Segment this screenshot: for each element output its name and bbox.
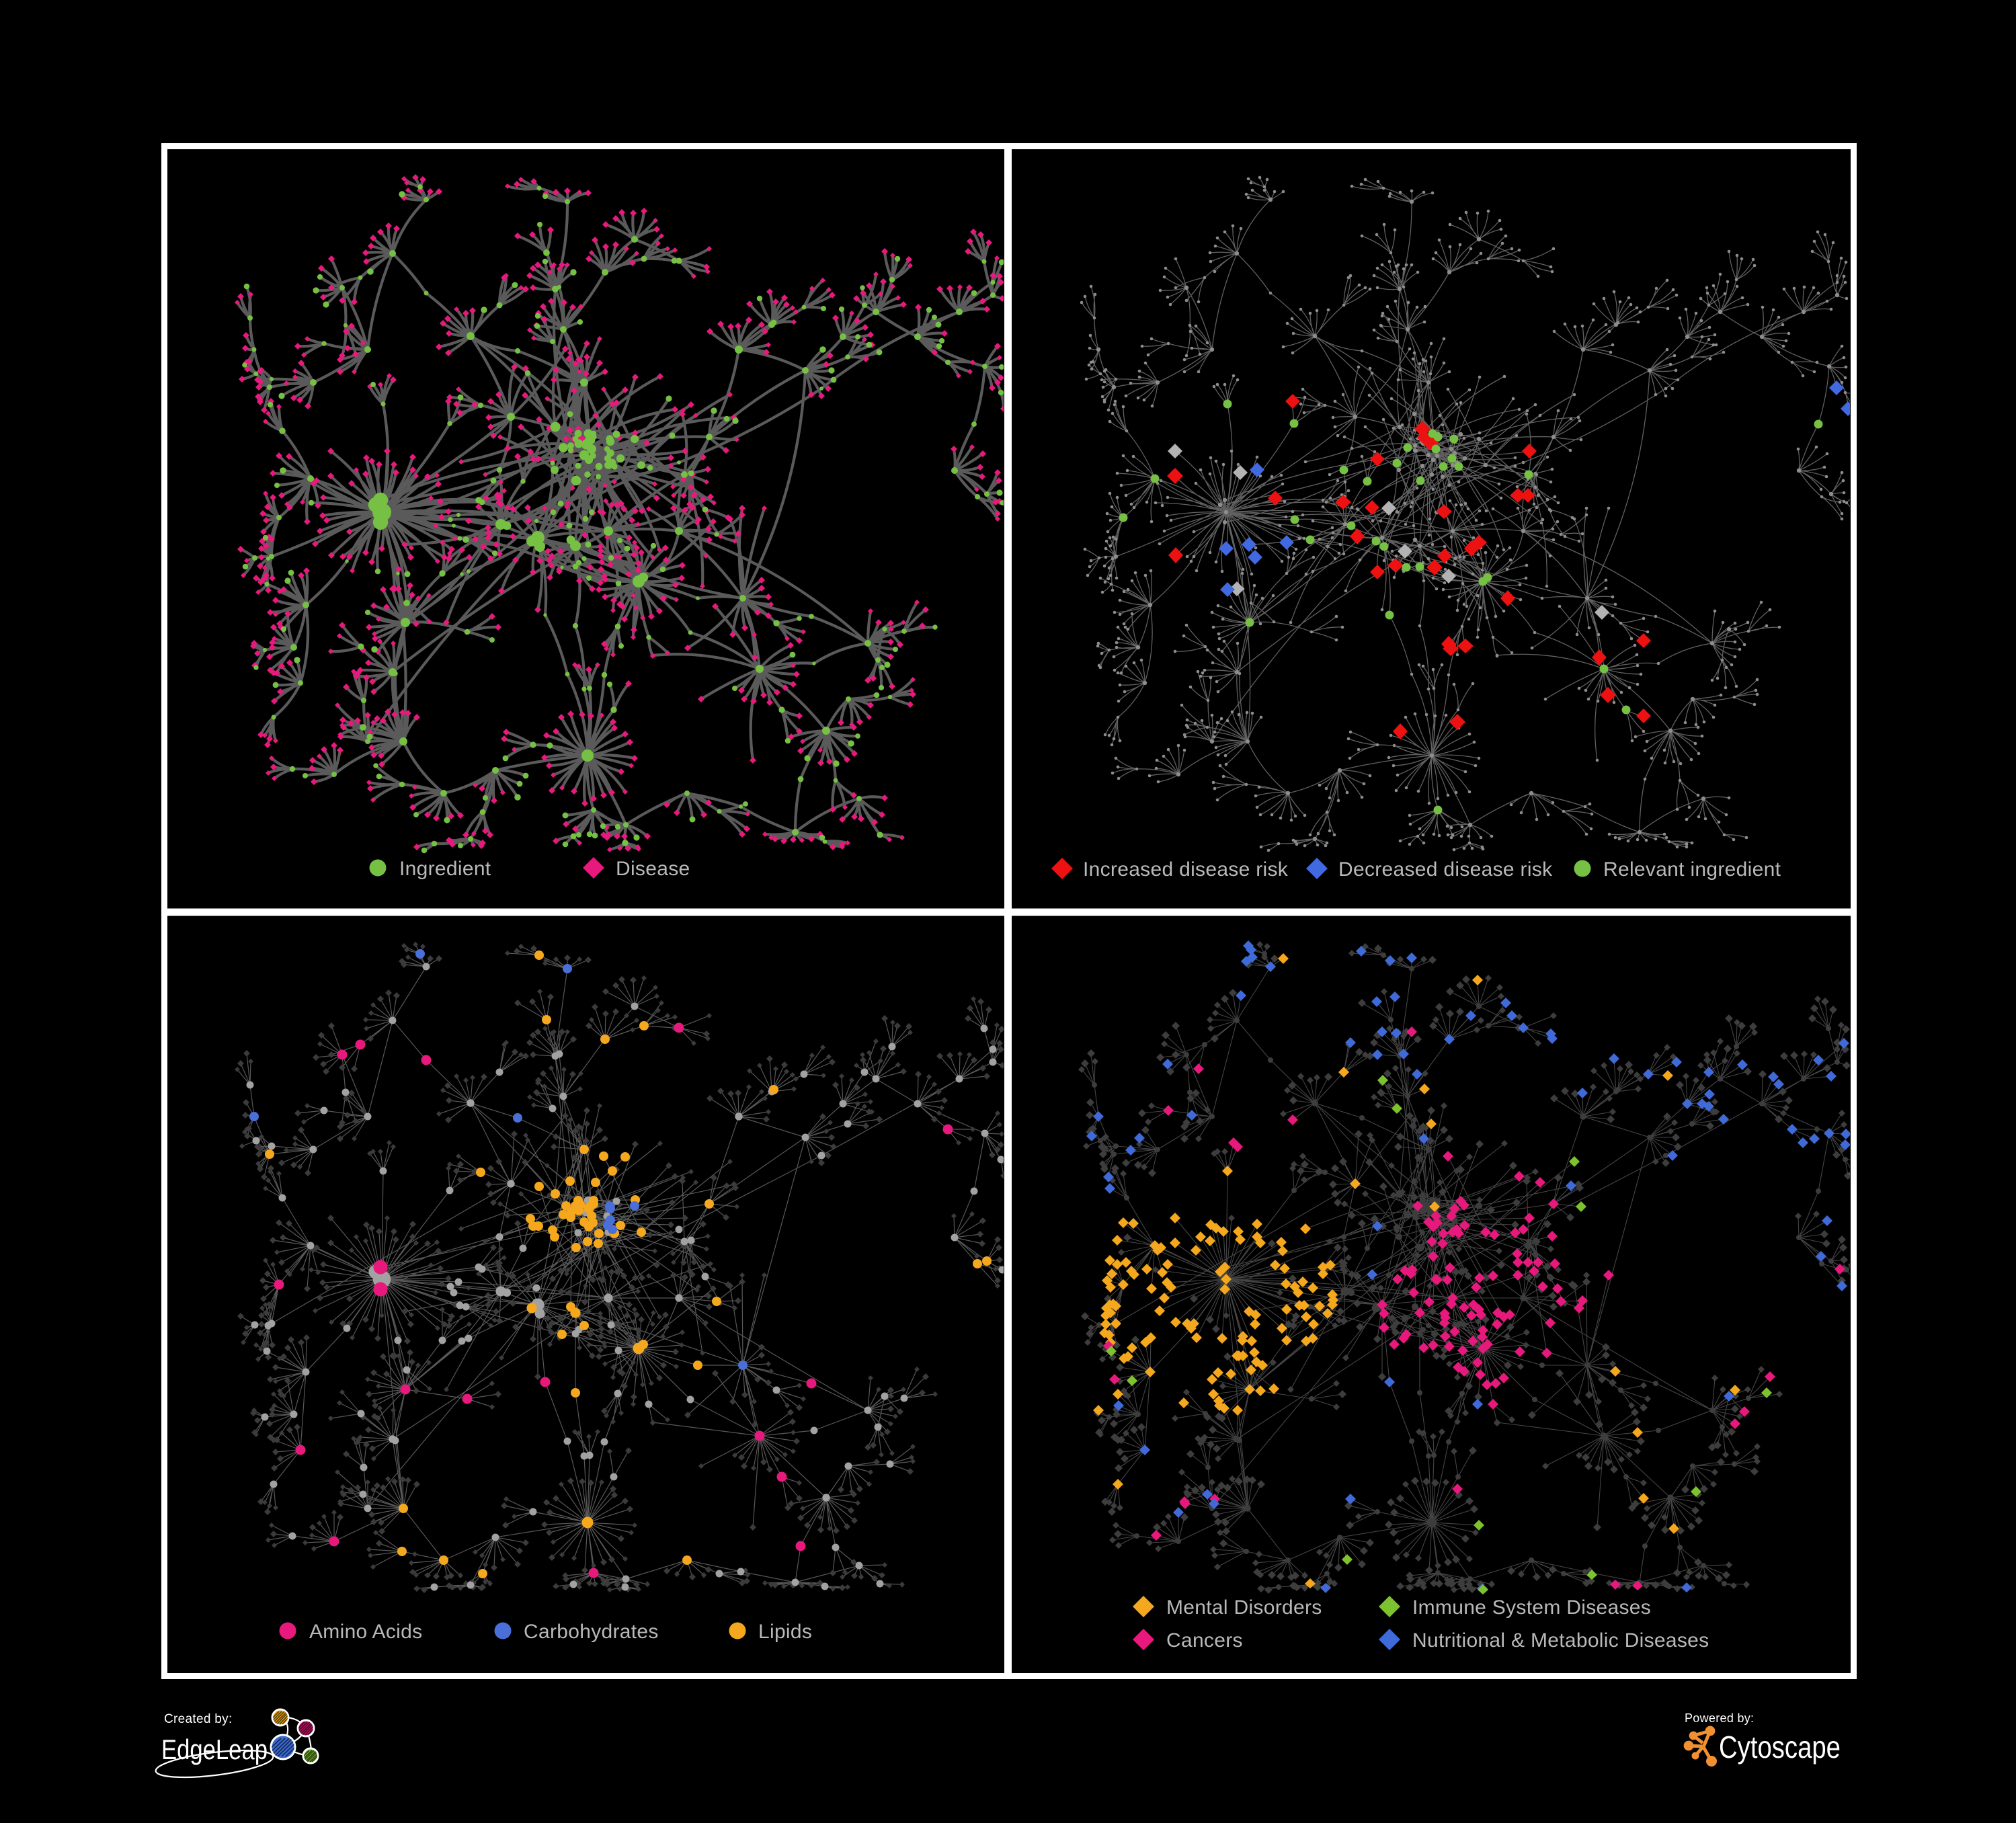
svg-text:Amino Acids: Amino Acids xyxy=(309,1621,422,1643)
svg-text:Cancers: Cancers xyxy=(1166,1629,1243,1652)
svg-text:Disease: Disease xyxy=(616,858,690,880)
svg-text:Powered by:: Powered by: xyxy=(1685,1711,1754,1725)
svg-text:Carbohydrates: Carbohydrates xyxy=(524,1621,659,1643)
svg-text:Ingredient: Ingredient xyxy=(399,858,491,880)
svg-text:Relevant ingredient: Relevant ingredient xyxy=(1603,858,1781,881)
svg-text:Created by:: Created by: xyxy=(164,1712,233,1726)
svg-text:Immune System Diseases: Immune System Diseases xyxy=(1412,1596,1651,1619)
svg-text:Mental Disorders: Mental Disorders xyxy=(1166,1596,1322,1619)
svg-text:Increased disease risk: Increased disease risk xyxy=(1083,858,1289,881)
svg-text:Cytoscape: Cytoscape xyxy=(1719,1730,1841,1765)
svg-text:Nutritional & Metabolic Diseas: Nutritional & Metabolic Diseases xyxy=(1412,1629,1709,1652)
svg-text:Decreased disease risk: Decreased disease risk xyxy=(1338,858,1553,881)
svg-text:EdgeLeap: EdgeLeap xyxy=(161,1734,268,1765)
svg-text:Lipids: Lipids xyxy=(758,1621,812,1643)
